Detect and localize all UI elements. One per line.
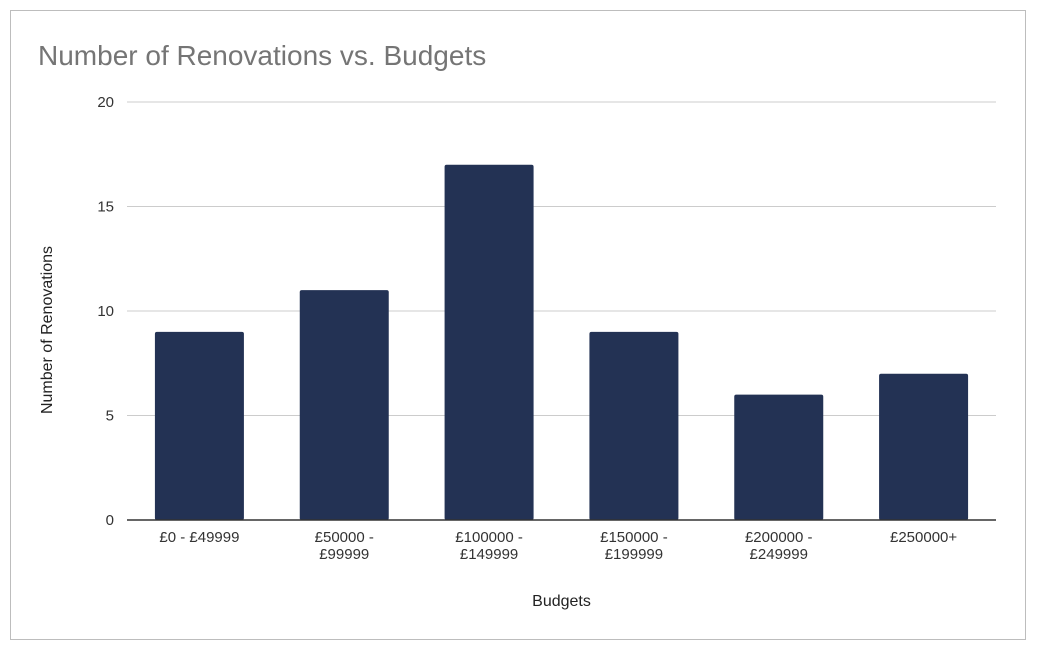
y-tick-label: 15 xyxy=(97,199,114,216)
bars xyxy=(154,164,969,520)
x-tick-label: £200000 -£249999 xyxy=(745,529,813,563)
gridlines xyxy=(127,101,996,416)
x-tick-label: £150000 -£199999 xyxy=(600,529,668,563)
x-tick-label: £0 - £49999 xyxy=(159,529,239,546)
x-tick-label: £50000 -£99999 xyxy=(315,529,374,563)
y-tick-label: 10 xyxy=(97,303,114,320)
y-tick-label: 20 xyxy=(97,94,114,111)
y-tick-label: 0 xyxy=(106,512,114,529)
bar xyxy=(444,164,534,520)
x-axis-title: Budgets xyxy=(532,593,591,610)
bar xyxy=(154,331,244,520)
bar xyxy=(299,290,389,520)
y-axis-title: Number of Renovations xyxy=(39,246,56,414)
x-tick-label: £250000+ xyxy=(890,529,957,546)
x-tick-labels: £0 - £49999 £50000 -£99999 £100000 -£14999… xyxy=(159,529,957,563)
y-tick-labels: 0 5 10 15 20 xyxy=(97,94,114,529)
bar xyxy=(879,373,969,520)
bar xyxy=(589,331,679,520)
x-tick-label: £100000 -£149999 xyxy=(455,529,523,563)
y-tick-label: 5 xyxy=(106,408,114,425)
chart-title: Number of Renovations vs. Budgets xyxy=(38,40,487,71)
bar xyxy=(734,394,824,520)
